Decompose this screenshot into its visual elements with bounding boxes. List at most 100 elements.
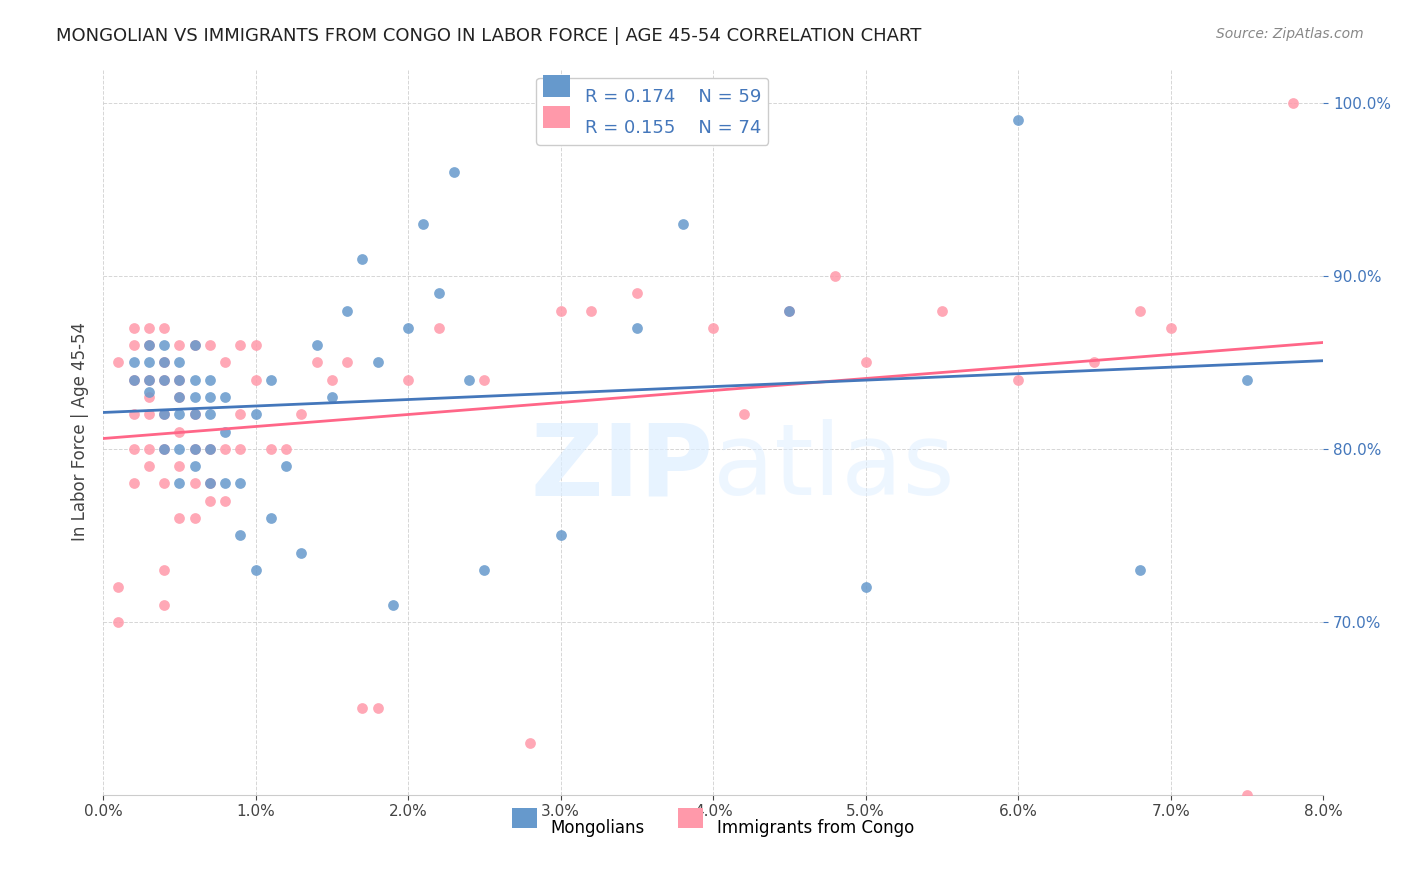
Point <box>458 373 481 387</box>
Point <box>260 373 283 387</box>
Point <box>198 476 221 491</box>
Point <box>336 355 359 369</box>
Point <box>412 217 434 231</box>
Point <box>169 373 191 387</box>
Point <box>153 563 176 577</box>
Point <box>214 493 236 508</box>
Point <box>1129 563 1152 577</box>
Point <box>245 563 267 577</box>
Point <box>1129 303 1152 318</box>
Point <box>1083 355 1105 369</box>
Point <box>107 355 129 369</box>
Point <box>122 476 145 491</box>
Point <box>229 407 252 421</box>
Point <box>138 384 160 399</box>
Point <box>138 355 160 369</box>
Point <box>214 355 236 369</box>
Point <box>198 373 221 387</box>
Point <box>122 321 145 335</box>
Point <box>931 303 953 318</box>
Point <box>245 373 267 387</box>
Point <box>122 373 145 387</box>
Point <box>107 580 129 594</box>
Point <box>336 303 359 318</box>
Text: MONGOLIAN VS IMMIGRANTS FROM CONGO IN LABOR FORCE | AGE 45-54 CORRELATION CHART: MONGOLIAN VS IMMIGRANTS FROM CONGO IN LA… <box>56 27 921 45</box>
Point <box>198 442 221 456</box>
Point <box>183 373 205 387</box>
Point <box>153 407 176 421</box>
Point <box>183 338 205 352</box>
Text: Source: ZipAtlas.com: Source: ZipAtlas.com <box>1216 27 1364 41</box>
Point <box>855 355 877 369</box>
Point <box>169 355 191 369</box>
Point <box>153 373 176 387</box>
Point <box>214 425 236 439</box>
Point <box>626 286 648 301</box>
Point <box>214 390 236 404</box>
Point <box>381 598 404 612</box>
Point <box>153 321 176 335</box>
Point <box>702 321 724 335</box>
Point <box>733 407 755 421</box>
Point <box>153 598 176 612</box>
Point <box>183 442 205 456</box>
Point <box>138 442 160 456</box>
Point <box>367 701 389 715</box>
Point <box>153 476 176 491</box>
Point <box>1281 96 1303 111</box>
Point <box>579 303 602 318</box>
Point <box>169 476 191 491</box>
Point <box>153 442 176 456</box>
Legend: Mongolians, Immigrants from Congo: Mongolians, Immigrants from Congo <box>506 811 921 845</box>
Point <box>153 407 176 421</box>
Point <box>229 442 252 456</box>
Point <box>396 321 419 335</box>
Point <box>183 442 205 456</box>
Point <box>1160 321 1182 335</box>
Point <box>138 321 160 335</box>
Point <box>122 355 145 369</box>
Point <box>153 338 176 352</box>
Y-axis label: In Labor Force | Age 45-54: In Labor Force | Age 45-54 <box>72 322 89 541</box>
Point <box>474 373 496 387</box>
Point <box>183 338 205 352</box>
Point <box>229 476 252 491</box>
Point <box>169 459 191 474</box>
Point <box>198 476 221 491</box>
Point <box>229 338 252 352</box>
Point <box>276 442 298 456</box>
Point <box>198 493 221 508</box>
Point <box>198 390 221 404</box>
Point <box>122 407 145 421</box>
Point <box>626 321 648 335</box>
Point <box>550 303 572 318</box>
Point <box>260 442 283 456</box>
Point <box>183 459 205 474</box>
Point <box>824 268 846 283</box>
Point <box>183 511 205 525</box>
Point <box>290 407 312 421</box>
Point <box>396 373 419 387</box>
Point <box>169 442 191 456</box>
Text: ZIP: ZIP <box>530 419 713 516</box>
Point <box>1007 113 1029 128</box>
Point <box>443 165 465 179</box>
Point <box>153 355 176 369</box>
Point <box>138 407 160 421</box>
Point <box>153 355 176 369</box>
Point <box>169 511 191 525</box>
Point <box>138 338 160 352</box>
Point <box>169 338 191 352</box>
Point <box>305 355 328 369</box>
Point <box>519 736 541 750</box>
Point <box>367 355 389 369</box>
Point <box>138 373 160 387</box>
Point <box>169 373 191 387</box>
Point <box>427 321 450 335</box>
Point <box>1007 373 1029 387</box>
Point <box>183 407 205 421</box>
Point <box>290 546 312 560</box>
Point <box>474 563 496 577</box>
Point <box>214 442 236 456</box>
Point <box>183 407 205 421</box>
